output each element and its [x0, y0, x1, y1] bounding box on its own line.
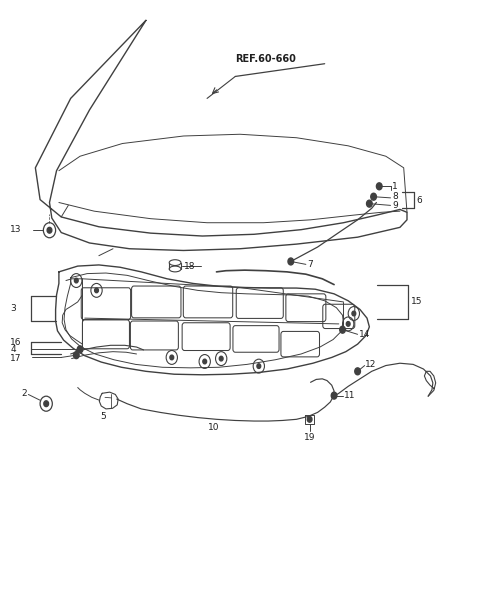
Circle shape — [352, 311, 356, 316]
Text: 14: 14 — [359, 330, 371, 339]
Text: 19: 19 — [304, 433, 315, 442]
Text: 13: 13 — [11, 225, 22, 234]
Text: 3: 3 — [11, 304, 16, 313]
Circle shape — [346, 322, 350, 326]
Circle shape — [77, 346, 83, 353]
Text: 5: 5 — [101, 412, 107, 421]
Circle shape — [367, 200, 372, 207]
Text: 17: 17 — [11, 354, 22, 363]
Circle shape — [257, 364, 261, 368]
Text: 10: 10 — [208, 424, 220, 432]
Circle shape — [371, 194, 376, 200]
Circle shape — [74, 278, 78, 283]
Text: 18: 18 — [183, 261, 195, 271]
Circle shape — [73, 352, 79, 359]
Circle shape — [340, 326, 346, 333]
Text: 12: 12 — [365, 360, 376, 369]
Circle shape — [219, 356, 223, 361]
Circle shape — [203, 359, 206, 364]
Text: 7: 7 — [307, 260, 313, 269]
Circle shape — [376, 183, 382, 190]
Text: 11: 11 — [344, 391, 355, 400]
Text: 8: 8 — [392, 192, 398, 201]
Circle shape — [355, 368, 360, 375]
Circle shape — [331, 392, 337, 399]
Text: 4: 4 — [11, 345, 16, 354]
Circle shape — [47, 227, 52, 233]
Circle shape — [44, 401, 48, 407]
Text: 1: 1 — [393, 182, 398, 191]
Circle shape — [307, 417, 312, 422]
Circle shape — [170, 355, 174, 360]
Text: REF.60-660: REF.60-660 — [235, 54, 296, 64]
Text: 15: 15 — [411, 297, 422, 306]
Text: 16: 16 — [11, 338, 22, 347]
Circle shape — [288, 258, 294, 265]
Text: 2: 2 — [22, 389, 27, 398]
Text: 9: 9 — [392, 201, 398, 210]
Text: 6: 6 — [416, 196, 421, 205]
Circle shape — [95, 288, 98, 293]
